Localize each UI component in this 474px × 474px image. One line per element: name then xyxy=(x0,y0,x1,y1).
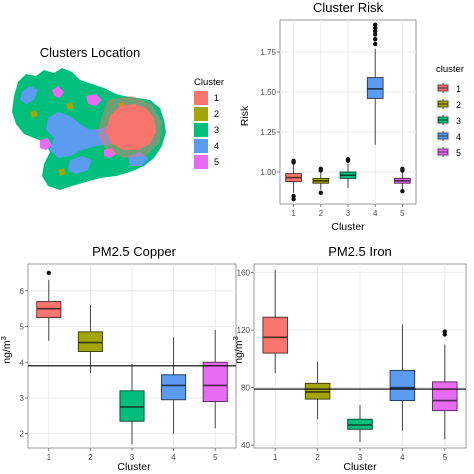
map-legend: 1 2 3 4 5 xyxy=(194,91,219,169)
iron-outlier-point xyxy=(442,329,447,334)
copper-ytick-label: 4 xyxy=(20,358,25,367)
risk-xlabel: Cluster xyxy=(331,221,365,233)
map-legend-key-label: 5 xyxy=(214,157,219,167)
clusters-location-panel: Clusters Location Cluster 1 2 3 4 5 xyxy=(12,45,224,190)
risk-legend-title: cluster xyxy=(436,64,464,75)
risk-xtick-label: 1 xyxy=(291,209,296,218)
cluster-risk-panel: Cluster Risk 1.00 1.25 1.50 1.75 1 2 3 4 5 Clust… xyxy=(239,0,464,233)
map-legend-key-swatch xyxy=(194,139,208,153)
map-legend-key-label: 1 xyxy=(214,93,219,103)
copper-ytick-label: 5 xyxy=(20,323,25,332)
iron-box-cluster-1 xyxy=(262,316,288,354)
risk-legend: 1 2 3 4 5 xyxy=(436,82,461,158)
risk-legend-key-label: 5 xyxy=(456,148,461,158)
risk-title: Cluster Risk xyxy=(313,0,384,15)
iron-box-cluster-5 xyxy=(432,381,458,412)
risk-legend-key-label: 4 xyxy=(456,132,461,142)
iron-xtick-label: 1 xyxy=(273,453,278,462)
risk-outlier-point xyxy=(373,29,378,34)
iron-xtick-label: 4 xyxy=(400,453,405,462)
risk-ytick-label: 1.25 xyxy=(260,128,276,137)
copper-ylabel-unit: ng/m xyxy=(1,340,13,364)
risk-xtick-label: 5 xyxy=(400,209,405,218)
risk-outlier-point xyxy=(373,25,378,31)
copper-plot: 2 3 4 5 6 1 2 3 4 5 xyxy=(20,263,237,462)
map-legend-key-swatch xyxy=(194,91,208,105)
map-title: Clusters Location xyxy=(40,45,140,60)
copper-xtick-label: 3 xyxy=(130,453,135,462)
risk-outlier-point xyxy=(291,158,296,163)
risk-outlier-point xyxy=(318,190,323,195)
copper-xtick-label: 1 xyxy=(47,453,52,462)
map-legend-key-swatch xyxy=(194,155,208,169)
copper-title: PM2.5 Copper xyxy=(92,244,176,259)
iron-ylabel-exponent: 3 xyxy=(231,336,240,340)
risk-outlier-point xyxy=(345,157,351,162)
risk-plot: 1.00 1.25 1.50 1.75 1 2 3 4 5 xyxy=(260,19,417,218)
risk-legend-key-label: 3 xyxy=(456,116,461,126)
iron-plot: 40 80 120 160 1 2 3 4 5 xyxy=(237,263,467,462)
copper-box-cluster-3 xyxy=(119,390,145,422)
copper-box-cluster-2 xyxy=(77,331,103,352)
map-region-cluster-4 xyxy=(20,86,148,174)
iron-xlabel: Cluster xyxy=(343,461,377,473)
copper-ytick-label: 3 xyxy=(20,394,25,403)
map-legend-key-swatch xyxy=(194,107,208,121)
copper-ytick-label: 2 xyxy=(20,430,25,439)
map-region-cluster-1 xyxy=(106,104,156,150)
copper-xtick-label: 2 xyxy=(88,453,93,462)
copper-ytick-label: 6 xyxy=(20,287,25,296)
risk-outlier-point xyxy=(373,37,378,42)
copper-box-cluster-1 xyxy=(36,301,62,319)
risk-outlier-point xyxy=(291,197,296,202)
risk-legend-key-label: 1 xyxy=(456,84,461,94)
iron-ytick-label: 40 xyxy=(241,441,250,450)
risk-ylabel: Risk xyxy=(239,105,251,126)
map-region-cluster-5 xyxy=(40,86,116,158)
copper-xtick-label: 5 xyxy=(213,453,218,462)
risk-outlier-point xyxy=(373,41,378,47)
map-region-cluster-1-halo xyxy=(98,96,162,158)
iron-xtick-label: 2 xyxy=(315,453,320,462)
risk-outlier-point xyxy=(373,22,378,27)
iron-ytick-label: 160 xyxy=(237,269,251,278)
iron-box-cluster-4 xyxy=(389,369,416,402)
iron-ylabel-unit: ng/m xyxy=(233,340,245,364)
map-legend-key-label: 2 xyxy=(214,109,219,119)
risk-xtick-label: 3 xyxy=(346,209,351,218)
risk-outlier-point xyxy=(318,166,323,171)
iron-xtick-label: 3 xyxy=(358,453,363,462)
risk-xtick-label: 2 xyxy=(319,209,324,218)
iron-xtick-label: 5 xyxy=(443,453,448,462)
risk-outlier-point xyxy=(400,189,405,194)
risk-outlier-point xyxy=(291,193,296,199)
map-region-cluster-3 xyxy=(12,68,166,190)
map-legend-key-swatch xyxy=(194,123,208,137)
copper-box-cluster-5 xyxy=(202,361,228,403)
risk-outlier-point xyxy=(373,32,378,37)
iron-ylabel: ng/m3 xyxy=(231,336,245,364)
risk-outlier-point xyxy=(400,166,405,171)
map-legend-key-label: 3 xyxy=(214,125,219,135)
iron-ytick-label: 80 xyxy=(241,384,250,393)
risk-xtick-label: 4 xyxy=(373,209,378,218)
map-legend-title: Cluster xyxy=(194,77,224,88)
risk-ytick-label: 1.00 xyxy=(260,168,276,177)
risk-ytick-label: 1.75 xyxy=(260,48,276,57)
risk-ytick-label: 1.50 xyxy=(260,88,276,97)
copper-xlabel: Cluster xyxy=(117,461,151,473)
iron-ytick-label: 120 xyxy=(237,326,251,335)
copper-xtick-label: 4 xyxy=(171,453,176,462)
map-legend-key-label: 4 xyxy=(214,141,219,151)
copper-ylabel: ng/m3 xyxy=(0,336,13,364)
copper-box-cluster-4 xyxy=(161,374,187,401)
copper-outlier-point xyxy=(46,270,51,276)
risk-legend-key-label: 2 xyxy=(456,100,461,110)
iron-title: PM2.5 Iron xyxy=(328,244,392,259)
cluster-map xyxy=(12,68,166,190)
copper-ylabel-exponent: 3 xyxy=(0,336,8,340)
